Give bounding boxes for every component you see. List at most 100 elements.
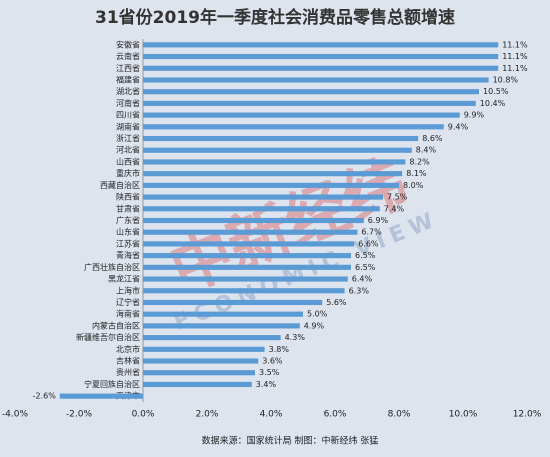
y-tick-label: 新疆维吾尔自治区 [76,332,140,342]
bar [143,77,489,83]
bar [143,253,351,259]
data-label: 3.6% [262,357,283,366]
data-label: 8.4% [416,146,437,155]
data-label: 10.5% [483,87,509,96]
y-tick-label: 河南省 [116,98,140,108]
y-tick-label: 安徽省 [116,39,140,49]
data-label: 4.9% [304,321,325,330]
bar [143,288,345,294]
bar [143,65,499,71]
y-tick-label: 上海市 [116,285,140,295]
bar [143,89,479,95]
data-label: 11.1% [502,52,528,61]
bar [143,194,383,200]
bar [143,53,499,60]
y-tick-label: 四川省 [116,110,140,120]
y-tick-label: 江西省 [116,63,140,73]
bar [143,241,355,247]
y-tick-label: 海南省 [116,309,140,319]
bar [143,100,476,106]
y-tick-label: 北京市 [116,344,140,354]
bar [143,370,255,376]
data-label: 11.1% [502,40,528,49]
bar [143,381,252,388]
bar [143,335,281,341]
data-label: 8.1% [406,169,427,178]
bar [143,264,351,270]
y-tick-label: 山东省 [116,227,140,237]
y-tick-label: 浙江省 [116,133,140,143]
x-tick-label: 4.0% [260,410,283,420]
x-tick-label: 0.0% [132,410,155,420]
chart-title: 31省份2019年一季度社会消费品零售总额增速 [95,7,455,28]
data-label: 9.9% [464,111,485,120]
data-label: 6.4% [352,275,373,284]
data-label: 7.5% [387,193,408,202]
y-tick-label: 宁夏回族自治区 [84,379,140,389]
x-tick-label: 2.0% [196,410,219,420]
data-label: 5.6% [326,298,347,307]
bar [143,182,399,188]
data-label: 5.0% [307,310,328,319]
data-label: 3.8% [269,345,290,354]
y-tick-label: 辽宁省 [116,297,140,307]
bar [143,42,499,48]
y-tick-label: 福建省 [116,74,140,84]
data-label: 6.3% [349,286,370,295]
data-label: 6.6% [358,239,379,248]
x-tick-label: -4.0% [2,410,29,420]
x-tick-label: 8.0% [388,410,411,420]
bar [143,135,419,142]
data-label: 9.4% [448,122,469,131]
bar [143,311,303,317]
data-label: 8.2% [409,157,430,166]
data-label: 10.8% [493,75,519,84]
bar [143,346,265,352]
bar [143,159,406,165]
bar [143,358,259,364]
data-label: 8.0% [403,181,424,190]
data-label: 3.4% [256,380,277,389]
y-tick-label: 湖北省 [116,86,140,96]
y-tick-label: 青海省 [116,250,140,260]
y-tick-label: 江苏省 [116,238,140,248]
bar [143,276,348,282]
data-label: 6.9% [368,216,389,225]
y-tick-label: 甘肃省 [116,203,140,213]
bar [143,323,300,329]
data-label: 7.4% [384,204,405,213]
y-tick-label: 山西省 [116,156,140,166]
bar [59,393,143,399]
bar [143,112,460,118]
data-label: 10.4% [480,99,506,108]
x-tick-label: 12.0% [513,410,542,420]
y-tick-label: 陕西省 [116,192,140,202]
bar [143,299,323,306]
data-label: 6.5% [355,251,376,260]
y-tick-label: 湖南省 [116,121,140,131]
bar [143,124,444,130]
bar [143,217,364,224]
y-tick-label: 重庆市 [116,168,140,178]
y-tick-label: 广东省 [116,215,140,225]
data-label: 4.3% [285,333,306,342]
data-label: -2.6% [33,392,57,401]
data-label: 6.7% [361,228,382,237]
x-tick-label: 6.0% [324,410,347,420]
y-tick-label: 西藏自治区 [100,180,140,190]
bar [143,147,412,153]
data-label: 8.6% [422,134,443,143]
y-tick-label: 黑龙江省 [108,274,140,284]
data-label: 11.1% [502,64,528,73]
data-label: 3.5% [259,368,280,377]
y-tick-label: 河北省 [116,145,140,155]
y-tick-label: 云南省 [116,51,140,61]
data-label: 6.5% [355,263,376,272]
bar [143,206,380,212]
y-tick-label: 广西壮族自治区 [84,262,140,272]
y-tick-label: 贵州省 [116,367,140,377]
y-tick-label: 吉林省 [116,356,140,366]
bar [143,171,403,177]
y-tick-label: 内蒙古自治区 [92,320,140,330]
